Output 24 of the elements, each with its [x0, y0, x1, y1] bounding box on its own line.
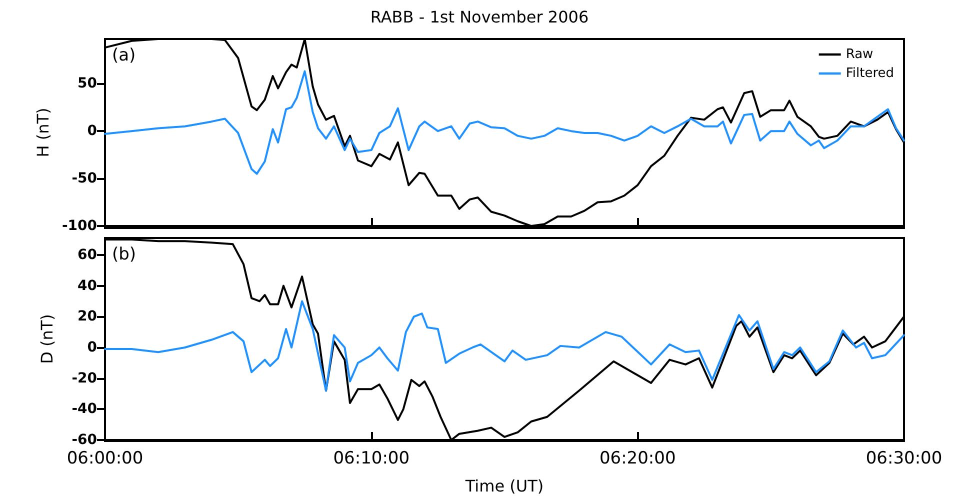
y-tick-label: -50: [72, 170, 98, 187]
y-tick-label: -40: [72, 401, 98, 418]
y-tick-label: 0: [87, 339, 98, 356]
x-tick-label: 06:00:00: [66, 448, 144, 468]
annotation: (a): [112, 46, 136, 66]
y-tick-label: -20: [72, 370, 98, 386]
annotation: (b): [112, 244, 136, 264]
x-axis-title: Time (UT): [464, 476, 544, 496]
y-tick-label: 0: [87, 123, 98, 140]
x-tick-label: 06:20:00: [599, 448, 676, 468]
y-axis-title: D (nT): [38, 314, 56, 364]
y-tick-label: -60: [72, 432, 98, 448]
y-axis-title: H (nT): [34, 108, 53, 158]
chart-title: RABB - 1st November 2006: [370, 8, 589, 26]
line-series: [104, 300, 905, 392]
y-tick-label: 20: [78, 308, 98, 325]
legend-label: Filtered: [846, 66, 894, 81]
y-tick-label: -100: [62, 218, 98, 234]
y-tick-label: 60: [78, 246, 98, 263]
y-tick-label: 40: [78, 278, 98, 294]
legend-label: Raw: [846, 47, 874, 62]
x-tick-label: 06:10:00: [333, 448, 410, 468]
x-tick-label: 06:30:00: [866, 448, 942, 468]
y-tick-label: 50: [78, 76, 98, 92]
